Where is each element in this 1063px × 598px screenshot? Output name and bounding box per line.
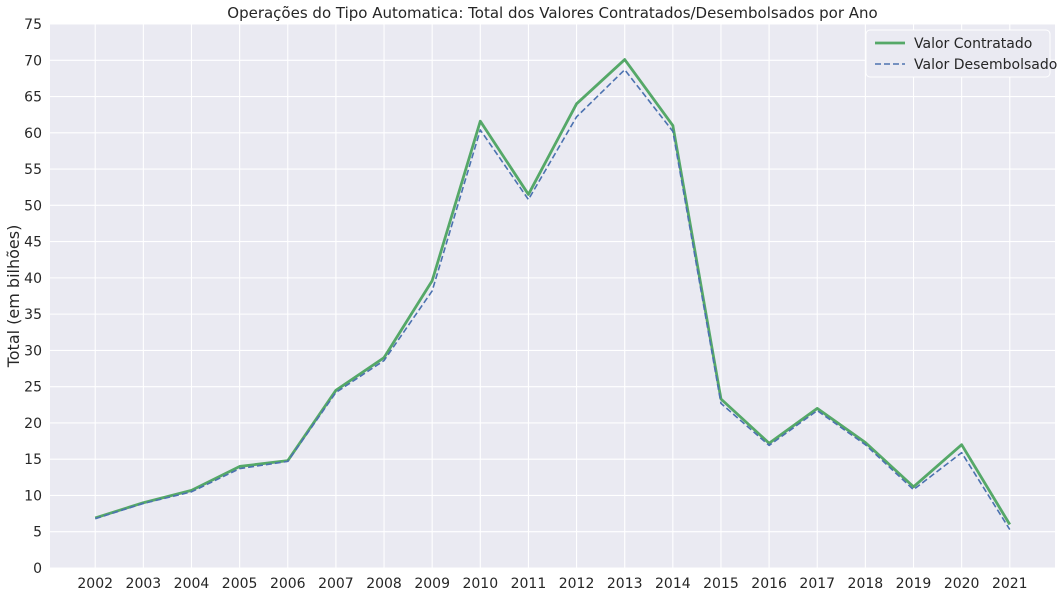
axis-labels: 0 5 10 15 20 25 30 35 40 45 50 55 60 65 70 75 2002 2003 20…: [24, 17, 1027, 592]
y-tick-label: 40: [24, 271, 42, 287]
x-tick-label: 2009: [414, 576, 450, 592]
legend: Valor Contratado Valor Desembolsado: [865, 29, 1057, 78]
x-tick-label: 2021: [992, 576, 1028, 592]
y-tick-label: 35: [24, 307, 42, 323]
y-tick-label: 25: [24, 380, 42, 396]
y-tick-label: 10: [24, 488, 42, 504]
legend-box: [865, 29, 1051, 78]
grid-lines: [50, 23, 1055, 569]
y-tick-label: 15: [24, 452, 42, 468]
x-tick-label: 2015: [703, 576, 739, 592]
y-tick-label: 5: [33, 525, 42, 541]
x-tick-label: 2016: [751, 576, 787, 592]
y-tick-label: 55: [24, 162, 42, 178]
x-tick-label: 2011: [511, 576, 547, 592]
y-tick-label: 0: [33, 561, 42, 577]
y-tick-label: 30: [24, 343, 42, 359]
x-tick-label: 2013: [607, 576, 643, 592]
chart-title: Operações do Tipo Automatica: Total dos …: [227, 4, 877, 22]
x-tick-label: 2007: [318, 576, 354, 592]
x-tick-label: 2010: [462, 576, 498, 592]
x-tick-label: 2014: [655, 576, 691, 592]
y-tick-label: 20: [24, 416, 42, 432]
y-axis-label: Total (em bilhões): [4, 225, 23, 369]
x-tick-label: 2005: [222, 576, 258, 592]
series-line-valor-contratado: [94, 58, 1011, 526]
x-tick-label: 2008: [366, 576, 402, 592]
x-tick-label: 2004: [174, 576, 210, 592]
legend-label: Valor Contratado: [914, 36, 1032, 52]
y-tick-label: 65: [24, 90, 42, 106]
y-tick-label: 45: [24, 235, 42, 251]
y-tick-label: 70: [24, 53, 42, 69]
y-tick-label: 60: [24, 126, 42, 142]
x-tick-label: 2006: [270, 576, 306, 592]
x-tick-label: 2017: [799, 576, 835, 592]
x-tick-label: 2012: [559, 576, 595, 592]
y-tick-label: 75: [24, 17, 42, 33]
legend-label: Valor Desembolsado: [914, 57, 1057, 73]
x-tick-label: 2020: [944, 576, 980, 592]
y-tick-label: 50: [24, 198, 42, 214]
series-layer: [94, 58, 1011, 530]
x-tick-label: 2019: [896, 576, 932, 592]
x-tick-label: 2018: [848, 576, 884, 592]
series-line-valor-desembolsado: [94, 68, 1011, 530]
x-tick-label: 2003: [126, 576, 162, 592]
x-tick-label: 2002: [77, 576, 113, 592]
